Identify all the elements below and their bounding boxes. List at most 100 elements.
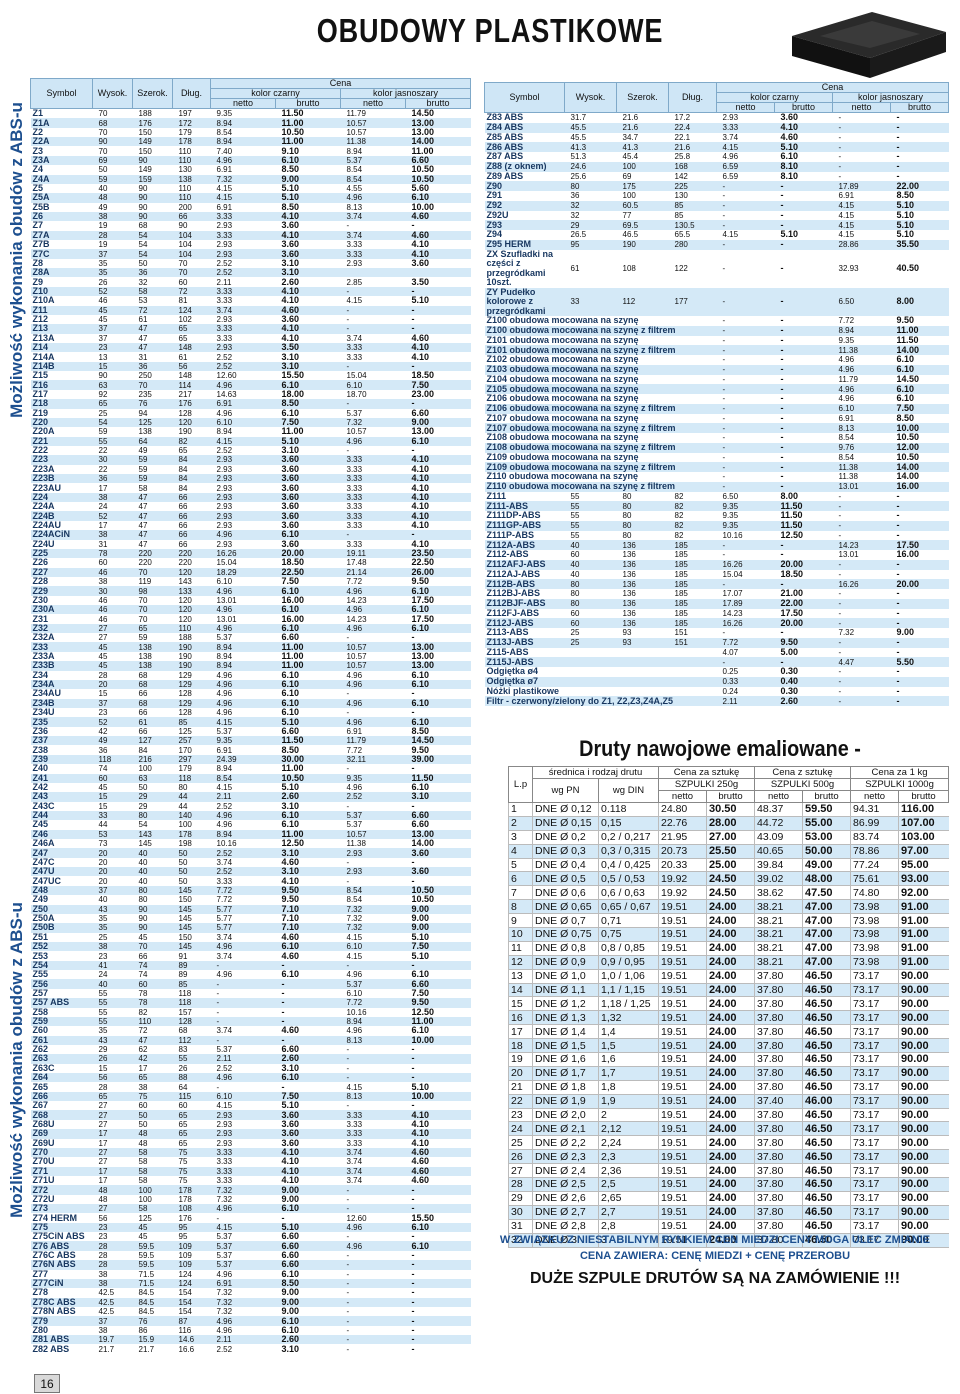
price-cell: - xyxy=(896,608,900,618)
price-cell: 3.74 xyxy=(210,305,276,315)
wire-cell: DNE Ø 1,9 xyxy=(532,1094,599,1109)
price-cell: 0.25 xyxy=(722,667,739,677)
wire-cell: 1,18 / 1,25 xyxy=(598,996,659,1012)
price-cell: 47.00 xyxy=(802,913,851,929)
wire-cell: 10 xyxy=(508,927,533,942)
dimension-cell: 185 xyxy=(668,579,717,589)
dimension-cell: 45 xyxy=(92,642,133,652)
dimension-cell: 151 xyxy=(668,637,717,648)
table-row: Z19 25 94 128 4.96 6.10 5.37 6.60 xyxy=(31,409,471,418)
price-cell: 22.50 xyxy=(275,567,341,577)
dimension-cell: 84 xyxy=(138,745,148,755)
dimension-cell: 138 xyxy=(172,174,211,184)
price-cell: - xyxy=(780,191,784,201)
price-cell: 19.11 xyxy=(340,548,406,559)
symbol-cell: Z61 xyxy=(30,1035,93,1045)
price-cell: 4.96 xyxy=(346,1026,363,1036)
table-row: Z69 17 48 65 2.93 3.60 3.33 4.10 xyxy=(30,1129,471,1139)
table-row: Z111P-ABS 55 80 82 10.16 12.50- - xyxy=(485,531,949,541)
dimension-cell: 216 xyxy=(132,754,173,765)
price-cell: 9.50 xyxy=(774,637,833,648)
symbol-cell: Z68U xyxy=(32,1119,55,1129)
price-cell: 116.00 xyxy=(898,802,949,817)
price-cell: 19.51 xyxy=(658,1233,707,1248)
table-row: Z112A-ABS 40 136 185- -14.23 17.50 xyxy=(484,540,949,550)
dimension-cell: 128 xyxy=(178,689,192,699)
price-cell: 4.96 xyxy=(216,970,233,980)
table-row: Z48 37 80 145 7.72 9.50 8.54 10.50 xyxy=(30,885,471,896)
price-cell: 3.10 xyxy=(275,867,341,877)
symbol-cell: Z7A xyxy=(30,230,93,241)
price-cell: 10.00 xyxy=(405,1091,471,1102)
symbol-cell: Z72U xyxy=(32,1194,55,1204)
price-cell: 0.40 xyxy=(774,676,833,687)
table-row: Z25 78 220 220 16.26 20.00 19.11 23.50 xyxy=(30,548,471,559)
dimension-cell: 42 xyxy=(132,1054,173,1064)
price-cell: 6.91 xyxy=(210,399,276,409)
price-cell: 3.33 xyxy=(346,539,363,549)
price-cell: 95.00 xyxy=(898,858,949,873)
symbol-cell: Z115-ABS xyxy=(486,647,529,657)
price-cell: - xyxy=(780,374,784,384)
price-cell: - xyxy=(838,647,842,657)
table-row: 30 DNE Ø 2,7 2,7 19.51 24.00 37.80 46.50 73.17 9… xyxy=(508,1205,949,1220)
price-cell: 46.50 xyxy=(802,1149,851,1165)
price-cell: 19.51 xyxy=(658,1010,707,1026)
price-cell: 7.50 xyxy=(275,1091,341,1102)
price-cell: - xyxy=(774,540,833,550)
dimension-cell: 185 xyxy=(674,569,688,579)
dimension-cell: 172 xyxy=(172,118,211,128)
dimension-cell: 90 xyxy=(178,221,188,231)
price-cell: 4.96 xyxy=(838,355,855,365)
price-cell: 11.38 xyxy=(838,472,858,482)
dimension-cell: 65 xyxy=(132,1073,173,1083)
price-cell: 8.54 xyxy=(210,773,276,783)
price-cell: - xyxy=(405,361,471,372)
dimension-cell: 168 xyxy=(668,161,717,172)
dimension-cell: 84.5 xyxy=(138,1288,155,1298)
price-cell: 5.37 xyxy=(340,155,406,166)
price-cell: 2.93 xyxy=(722,113,739,123)
table-row: Z7C 37 54 104 2.93 3.60 3.33 4.10 xyxy=(30,249,471,259)
wire-cell: 1,32 xyxy=(598,1010,659,1026)
price-cell: 2.52 xyxy=(216,352,233,362)
price-cell: 8.13 xyxy=(832,423,891,433)
symbol-cell: Z71 xyxy=(30,1166,93,1176)
price-cell: 11.79 xyxy=(838,374,858,384)
dimension-cell: 74 xyxy=(98,764,108,774)
price-cell: 7.40 xyxy=(216,146,233,156)
symbol-cell: Z111 xyxy=(486,491,507,501)
column-header: brutto xyxy=(774,102,833,113)
price-cell: - xyxy=(890,598,949,609)
price-cell: 17.50 xyxy=(780,608,804,618)
symbol-cell: Z110 obudowa mocowana na szynę xyxy=(486,472,639,482)
price-cell: - xyxy=(346,876,350,886)
symbol-cell: Z64 xyxy=(30,1073,93,1083)
price-cell: 6.91 xyxy=(838,413,855,423)
column-header: netto xyxy=(716,102,775,113)
column-header: Symbol xyxy=(30,78,93,109)
column-header: Dług. xyxy=(668,82,717,113)
price-cell: 3.33 xyxy=(210,324,276,334)
price-cell: 5.10 xyxy=(281,782,300,793)
dimension-cell: 148 xyxy=(172,342,211,353)
price-cell: 4.96 xyxy=(210,605,276,615)
table-row: Z24ACiN 38 47 66 4.96 6.10- - xyxy=(30,530,471,540)
price-cell: 4.10 xyxy=(411,464,430,474)
dimension-cell: 42 xyxy=(98,726,108,736)
price-cell: 47.00 xyxy=(802,927,851,942)
table-row: Z38 36 84 170 6.91 8.50 7.72 9.50 xyxy=(31,745,471,754)
price-cell: 46.00 xyxy=(802,1094,851,1109)
symbol-cell: Z57 xyxy=(32,988,49,998)
dimension-cell: 93 xyxy=(616,637,669,648)
price-cell: 44.72 xyxy=(754,816,803,831)
price-cell: 2.93 xyxy=(216,221,233,231)
price-cell: 46.50 xyxy=(802,1080,851,1095)
price-cell: 2.60 xyxy=(774,696,833,706)
table-row: Z22 22 49 65 2.52 3.10- - xyxy=(31,446,471,455)
price-cell: 2.52 xyxy=(216,1344,233,1354)
dimension-cell: 60 xyxy=(92,773,133,783)
dimension-cell: 54 xyxy=(138,240,148,250)
wire-cell: 0,75 xyxy=(598,927,659,942)
table-row: Z11 45 72 124 3.74 4.60- - xyxy=(30,305,471,315)
